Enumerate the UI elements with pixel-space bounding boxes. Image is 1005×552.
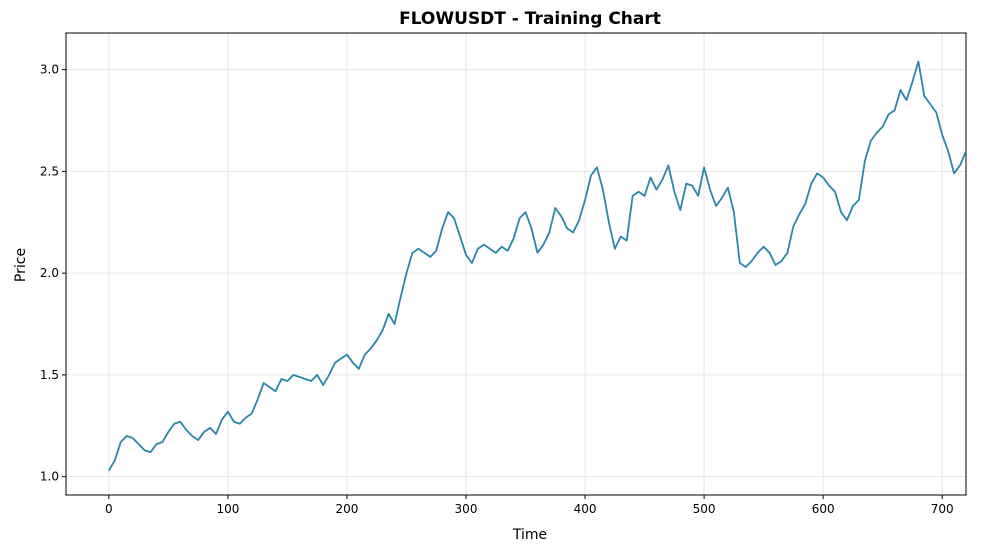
x-tick-label: 700 [931,502,954,516]
x-axis-label: Time [512,527,547,543]
y-axis-label: Price [13,248,29,282]
y-tick-label: 2.5 [40,164,59,178]
x-tick-label: 500 [693,502,716,516]
grid [66,33,966,495]
x-tick-label: 200 [335,502,358,516]
y-tick-label: 2.0 [40,266,59,280]
x-tick-label: 600 [812,502,835,516]
x-tick-label: 300 [455,502,478,516]
chart-title: FLOWUSDT - Training Chart [399,9,661,29]
y-tick-label: 1.0 [40,470,59,484]
x-tick-label: 100 [216,502,239,516]
x-tick-label: 400 [574,502,597,516]
x-tick-label: 0 [105,502,113,516]
y-tick-label: 3.0 [40,63,59,77]
y-tick-label: 1.5 [40,368,59,382]
x-axis: 0 100 200 300 400 500 600 700 [105,495,954,516]
price-series-line [108,60,967,472]
y-axis: 1.0 1.5 2.0 2.5 3.0 [40,63,66,484]
plot-frame [65,32,967,496]
